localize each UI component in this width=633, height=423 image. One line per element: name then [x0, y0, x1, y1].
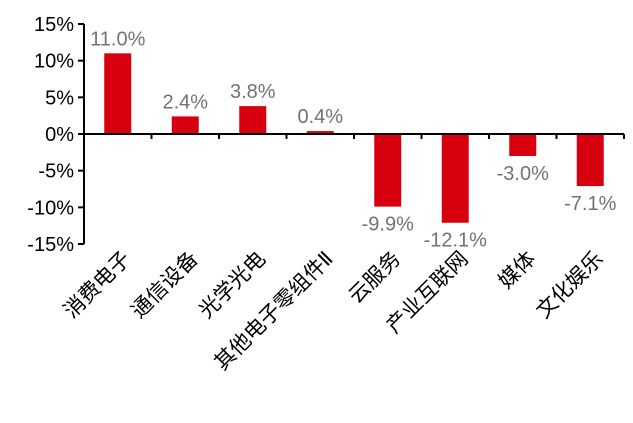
- data-label: -7.1%: [564, 193, 616, 215]
- bar: [104, 53, 132, 135]
- data-label: -12.1%: [424, 230, 488, 252]
- data-label: 3.8%: [230, 81, 276, 103]
- y-tick-label: 10%: [34, 51, 74, 73]
- bar: [239, 106, 267, 134]
- y-tick-label: -10%: [27, 197, 74, 219]
- data-labels: 11.0% 2.4% 3.8% 0.4% -9.9% -12.1% -3.0% -7.1%: [90, 28, 616, 251]
- bar: [509, 134, 537, 156]
- y-tick-label: 15%: [34, 14, 74, 36]
- category-label: 通信设备: [126, 247, 202, 323]
- data-label: -9.9%: [362, 214, 414, 236]
- data-label: 11.0%: [90, 28, 145, 50]
- y-tick-label: -15%: [27, 234, 74, 256]
- bar: [441, 134, 469, 223]
- bar: [306, 131, 334, 134]
- data-label: 2.4%: [162, 91, 208, 113]
- bar: [374, 134, 402, 207]
- category-label: 文化娱乐: [531, 247, 607, 323]
- category-label: 云服务: [344, 247, 406, 309]
- bar: [171, 116, 199, 134]
- bars: [104, 53, 604, 223]
- bar: [576, 134, 604, 187]
- category-label: 媒体: [494, 247, 541, 294]
- x-axis: [83, 133, 625, 139]
- y-tick-label: 5%: [45, 87, 74, 109]
- y-tick-label: 0%: [45, 124, 74, 146]
- data-label: -3.0%: [497, 163, 549, 185]
- y-tick-label: -5%: [38, 161, 74, 183]
- y-axis: 15% 10% 5% 0% -5% -10% -15%: [27, 14, 85, 256]
- category-label: 其他电子零组件Ⅱ: [210, 247, 338, 375]
- category-label: 消费电子: [59, 247, 135, 323]
- data-label: 0.4%: [297, 106, 343, 128]
